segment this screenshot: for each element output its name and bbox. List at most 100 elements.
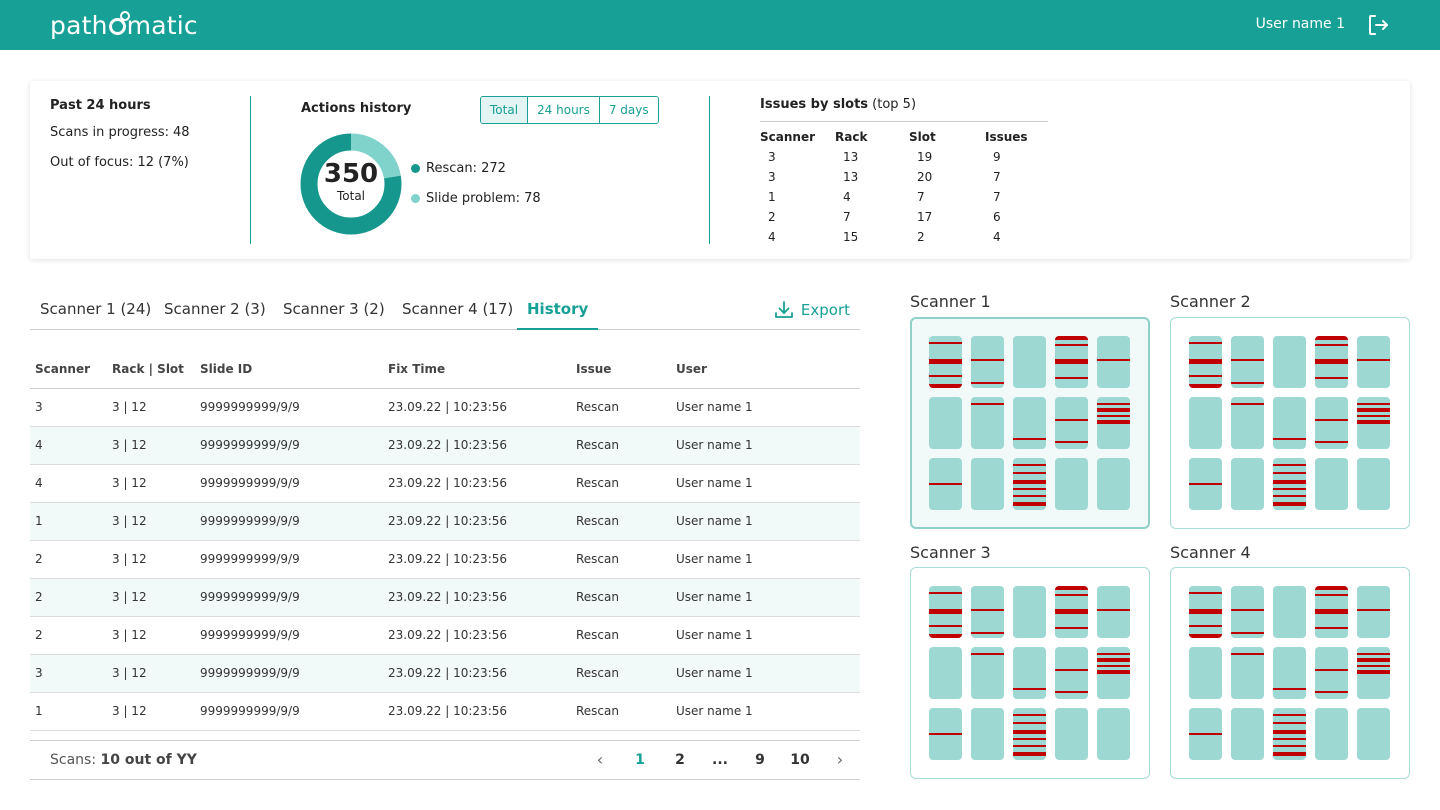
col-issue[interactable]: Issue	[576, 350, 676, 389]
prev-page-chevron-icon[interactable]: ‹	[596, 750, 604, 769]
rack-slot[interactable]	[929, 458, 962, 510]
rack-slot[interactable]	[971, 458, 1004, 510]
rack-slot[interactable]	[1189, 458, 1222, 510]
rack-slot[interactable]	[929, 708, 962, 760]
issues-cell-rack: 7	[843, 210, 851, 224]
rack-slot[interactable]	[1273, 336, 1306, 388]
rack-slot[interactable]	[1013, 397, 1046, 449]
tab-scanner-4[interactable]: Scanner 4 (17)	[402, 300, 514, 318]
rack-slot[interactable]	[929, 397, 962, 449]
rack-slot[interactable]	[1315, 458, 1348, 510]
rack-slot[interactable]	[1189, 647, 1222, 699]
rack-slot[interactable]	[1189, 397, 1222, 449]
rack-slot[interactable]	[1357, 458, 1390, 510]
next-page-chevron-icon[interactable]: ›	[836, 750, 844, 769]
rack-slot[interactable]	[1013, 458, 1046, 510]
tab-scanner-3[interactable]: Scanner 3 (2)	[283, 300, 385, 318]
rack-slot[interactable]	[1231, 336, 1264, 388]
scanner-3-panel[interactable]	[910, 567, 1150, 779]
rack-slot[interactable]	[1013, 647, 1046, 699]
rack-slot[interactable]	[1055, 647, 1088, 699]
rack-slot[interactable]	[971, 647, 1004, 699]
rack-slot[interactable]	[1357, 708, 1390, 760]
rack-slot[interactable]	[1315, 397, 1348, 449]
rack-slot[interactable]	[1315, 647, 1348, 699]
rack-slot[interactable]	[1055, 708, 1088, 760]
pathomatic-logo[interactable]: path matic	[50, 8, 198, 42]
rack-slot[interactable]	[1231, 458, 1264, 510]
rack-slot[interactable]	[929, 586, 962, 638]
rack-slot[interactable]	[1097, 647, 1130, 699]
rack-slot[interactable]	[1055, 397, 1088, 449]
tab-scanner-2[interactable]: Scanner 2 (3)	[164, 300, 266, 318]
rack-slot[interactable]	[1055, 336, 1088, 388]
rack-slot[interactable]	[1231, 397, 1264, 449]
rack-slot[interactable]	[1055, 458, 1088, 510]
filter-total-button[interactable]: Total	[481, 97, 529, 123]
col-slide-id[interactable]: Slide ID	[200, 350, 388, 389]
rack-slot[interactable]	[1357, 647, 1390, 699]
logout-icon[interactable]	[1366, 13, 1390, 37]
rack-slot[interactable]	[1097, 458, 1130, 510]
rack-slot[interactable]	[1097, 586, 1130, 638]
rack-slot[interactable]	[1357, 586, 1390, 638]
page-9[interactable]: 9	[755, 752, 765, 768]
rack-slot[interactable]	[1273, 586, 1306, 638]
page-1[interactable]: 1	[635, 752, 645, 768]
rack-slot[interactable]	[1231, 647, 1264, 699]
rack-slot[interactable]	[971, 336, 1004, 388]
col-user[interactable]: User	[676, 350, 860, 389]
col-rack-slot[interactable]: Rack | Slot	[112, 350, 200, 389]
rack-slot[interactable]	[1273, 458, 1306, 510]
page-2[interactable]: 2	[675, 752, 685, 768]
rack-slot[interactable]	[971, 586, 1004, 638]
tab-history[interactable]: History	[517, 300, 599, 330]
page-10[interactable]: 10	[790, 752, 810, 768]
rack-slot[interactable]	[1013, 586, 1046, 638]
rack-slot[interactable]	[1189, 336, 1222, 388]
rack-slot[interactable]	[1097, 397, 1130, 449]
rack-slot[interactable]	[929, 336, 962, 388]
rack-slot[interactable]	[971, 397, 1004, 449]
cell-scanner: 1	[30, 502, 112, 541]
rack-slot[interactable]	[1189, 708, 1222, 760]
rack-slot[interactable]	[1231, 586, 1264, 638]
rack-slot[interactable]	[1013, 708, 1046, 760]
rack-slot[interactable]	[1231, 708, 1264, 760]
rack-slot[interactable]	[1013, 336, 1046, 388]
rack-slot[interactable]	[1189, 586, 1222, 638]
export-button[interactable]: Export	[774, 300, 850, 320]
rack-slot[interactable]	[971, 708, 1004, 760]
issue-mark	[1315, 669, 1348, 671]
filter-7-days-button[interactable]: 7 days	[599, 97, 658, 123]
tab-scanner-1[interactable]: Scanner 1 (24)	[40, 300, 152, 318]
rack-slot[interactable]	[1357, 397, 1390, 449]
rack-slot[interactable]	[929, 647, 962, 699]
filter-24-hours-button[interactable]: 24 hours	[528, 97, 600, 123]
rack-slot[interactable]	[1097, 708, 1130, 760]
scanner-4-panel[interactable]	[1170, 567, 1410, 779]
scanner-2-panel[interactable]	[1170, 317, 1410, 529]
rack-slot[interactable]	[1315, 336, 1348, 388]
rack-slot[interactable]	[1055, 586, 1088, 638]
rack-slot[interactable]	[1273, 647, 1306, 699]
col-scanner[interactable]: Scanner	[30, 350, 112, 389]
rack-slot[interactable]	[1097, 336, 1130, 388]
rack-slot[interactable]	[1315, 586, 1348, 638]
user-name[interactable]: User name 1	[1255, 16, 1345, 32]
col-fix-time[interactable]: Fix Time	[388, 350, 576, 389]
rack-slot[interactable]	[1273, 397, 1306, 449]
rack-slot[interactable]	[1273, 708, 1306, 760]
rack-slot[interactable]	[1357, 336, 1390, 388]
scanner-1-panel[interactable]	[910, 317, 1150, 529]
rack-slot[interactable]	[1315, 708, 1348, 760]
